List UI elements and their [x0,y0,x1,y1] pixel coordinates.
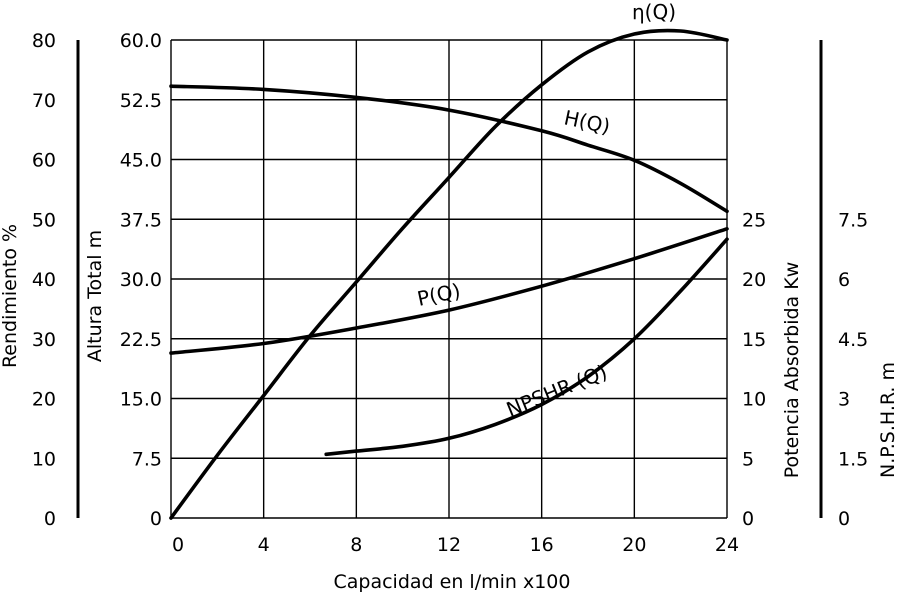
x-tick-label: 0 [172,534,184,556]
x-tick-label: 8 [350,534,362,556]
tick-labels: 0 4 8 12 16 20 240102030405060708007.515.022.5… [32,30,868,556]
rendimiento-tick-label: 70 [32,90,56,112]
potencia-tick-label: 5 [742,448,754,470]
altura-tick-label: 7.5 [132,448,162,470]
axis-bars [76,40,823,518]
x-tick-label: 20 [622,534,646,556]
h-curve-label: H(Q) [562,105,612,138]
rendimiento-tick-label: 10 [32,448,56,470]
curves [169,28,729,520]
eta-curve-label: η(Q) [632,0,676,24]
eta-curve [169,28,729,520]
h-curve [169,84,729,214]
rendimiento-tick-label: 80 [32,30,56,52]
rendimiento-tick-label: 0 [44,508,56,530]
npsh-tick-label: 7.5 [838,209,868,231]
potencia-tick-label: 20 [742,269,766,291]
altura-tick-label: 52.5 [120,90,162,112]
potencia-tick-label: 0 [742,508,754,530]
x-tick-label: 4 [258,534,270,556]
rendimiento-tick-label: 50 [32,209,56,231]
altura-tick-label: 22.5 [120,329,162,351]
npsh-tick-label: 3 [838,389,850,411]
npsh-tick-label: 1.5 [838,448,868,470]
x-axis-label: Capacidad en l/min x100 [334,571,571,593]
p-curve-label: P(Q) [415,278,462,311]
potencia-tick-label: 25 [742,209,766,231]
altura-tick-label: 45.0 [120,150,162,172]
npshr-curve [324,237,729,457]
potencia-tick-label: 15 [742,329,766,351]
rendimiento-tick-label: 20 [32,389,56,411]
p-curve [169,227,729,355]
altura-tick-label: 60.0 [120,30,162,52]
x-tick-label: 12 [437,534,461,556]
rendimiento-tick-label: 60 [32,150,56,172]
altura-tick-label: 15.0 [120,389,162,411]
potencia-axis-label: Potencia Absorbida Kw [781,262,803,478]
altura-tick-label: 0 [150,508,162,530]
npshr-curve-label: NPSHR (Q) [503,360,611,422]
altura-tick-label: 37.5 [120,209,162,231]
rendimiento-tick-label: 40 [32,269,56,291]
x-tick-label: 16 [530,534,554,556]
npsh-tick-label: 6 [838,269,850,291]
npsh-axis-label: N.P.S.H.R. m [877,362,898,478]
npsh-tick-label: 0 [838,508,850,530]
altura-tick-label: 30.0 [120,269,162,291]
rendimiento-tick-label: 30 [32,329,56,351]
x-tick-label: 24 [715,534,739,556]
potencia-tick-label: 10 [742,389,766,411]
altura-axis-label: Altura Total m [84,230,106,362]
rendimiento-axis-label: Rendimiento % [0,224,21,368]
npsh-tick-label: 4.5 [838,329,868,351]
